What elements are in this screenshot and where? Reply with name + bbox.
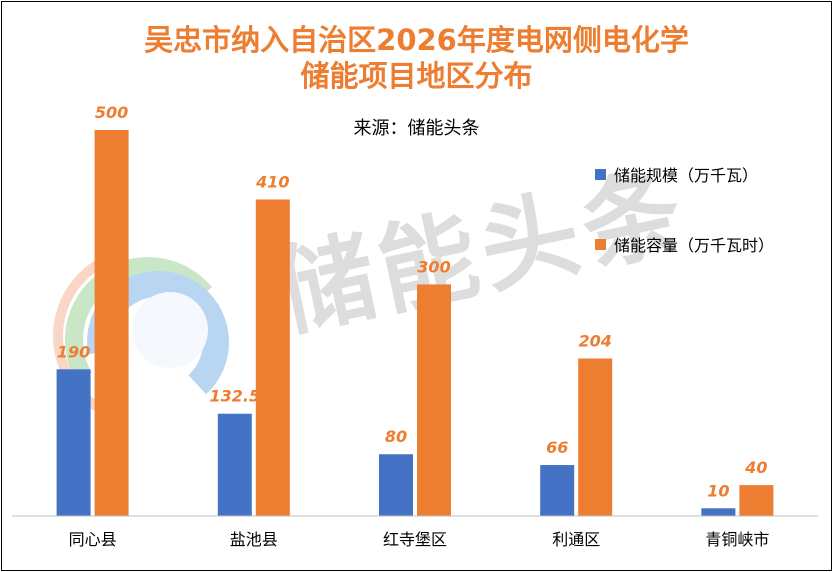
x-tick-label: 利通区: [552, 530, 600, 549]
legend-swatch-scale: [595, 168, 606, 180]
chart-title-line1: 吴忠市纳入自治区2026年度电网侧电化学: [144, 23, 689, 57]
data-label-capacity: 40: [744, 458, 767, 477]
data-label-scale: 66: [546, 438, 568, 457]
legend-item-scale: 储能规模（万千瓦）: [595, 162, 758, 186]
legend-label-capacity: 储能容量（万千瓦时）: [614, 236, 775, 255]
x-tick-label: 盐池县: [230, 530, 278, 549]
legend-swatch-capacity: [595, 238, 606, 250]
bar-capacity: [417, 284, 451, 516]
bar-capacity: [255, 199, 290, 517]
x-tick-label: 同心县: [69, 530, 117, 549]
x-tick-label: 青铜峡市: [705, 530, 769, 549]
bar-scale: [56, 369, 91, 516]
legend-label-scale: 储能规模（万千瓦）: [614, 166, 759, 185]
legend-item-capacity: 储能容量（万千瓦时）: [595, 232, 774, 256]
chart-title-line2: 储能项目地区分布: [300, 59, 533, 93]
x-tick-label: 红寺堡区: [383, 530, 447, 549]
bar-scale: [217, 413, 252, 516]
data-label-scale: 132.5: [209, 387, 260, 406]
bar-capacity: [739, 485, 774, 516]
data-label-capacity: 500: [95, 103, 128, 122]
data-label-scale: 80: [385, 427, 407, 446]
chart-title: 吴忠市纳入自治区2026年度电网侧电化学 储能项目地区分布: [0, 22, 833, 94]
data-label-scale: 10: [707, 481, 729, 500]
chart-subtitle: 来源：储能头条: [353, 118, 480, 139]
bar-capacity: [578, 358, 613, 516]
bar-scale: [540, 465, 575, 516]
data-label-capacity: 204: [578, 332, 611, 351]
data-label-capacity: 410: [255, 172, 289, 191]
data-label-capacity: 300: [417, 257, 450, 276]
bar-scale: [379, 454, 413, 516]
bar-capacity: [94, 130, 129, 516]
bar-scale: [701, 508, 736, 516]
data-label-scale: 190: [57, 342, 90, 361]
